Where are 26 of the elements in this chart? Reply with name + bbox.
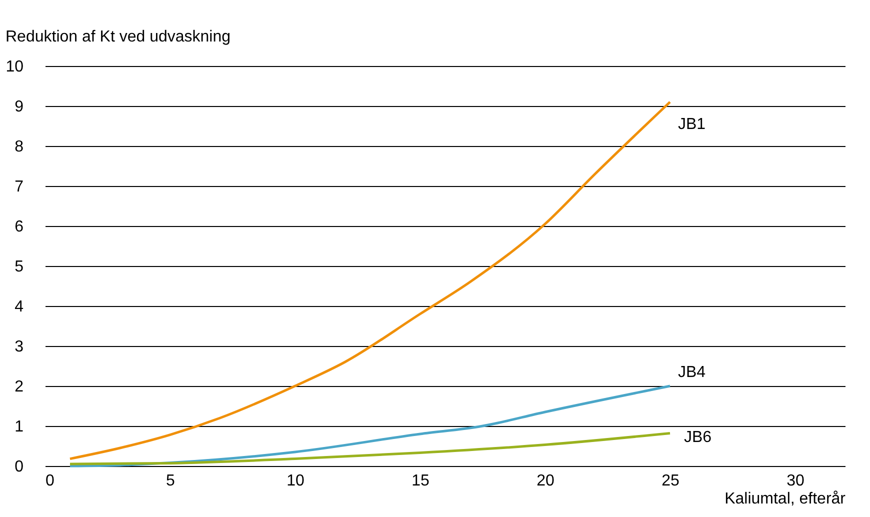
x-tick-label: 0 [46,472,54,490]
y-tick-label: 0 [14,458,24,476]
y-tick-label: 1 [14,418,24,436]
y-tick-label: 3 [14,338,24,356]
series-label: JB1 [678,116,706,133]
y-tick-label: 6 [14,218,24,236]
x-tick-label: 30 [786,472,804,490]
y-tick-label: 4 [14,298,24,316]
x-tick-label: 10 [286,472,304,490]
line-series [68,384,672,468]
line-series [68,432,672,466]
x-tick-label: 20 [536,472,554,490]
series-label: JB6 [684,429,712,446]
y-tick-label: 5 [14,258,24,276]
y-tick-label: 10 [6,58,24,76]
line-series [68,100,672,460]
y-tick-label: 7 [14,178,24,196]
x-tick-label: 5 [166,472,176,490]
x-tick-label: 15 [412,472,430,490]
y-axis-title: Reduktion af Kt ved udvaskning [6,28,231,46]
y-tick-label: 9 [14,98,24,116]
y-tick-label: 8 [14,138,24,156]
x-axis-title: Kaliumtal, efterår [724,490,846,508]
x-tick-label: 25 [662,472,680,490]
series-label: JB4 [678,364,706,381]
y-tick-label: 2 [14,378,24,396]
